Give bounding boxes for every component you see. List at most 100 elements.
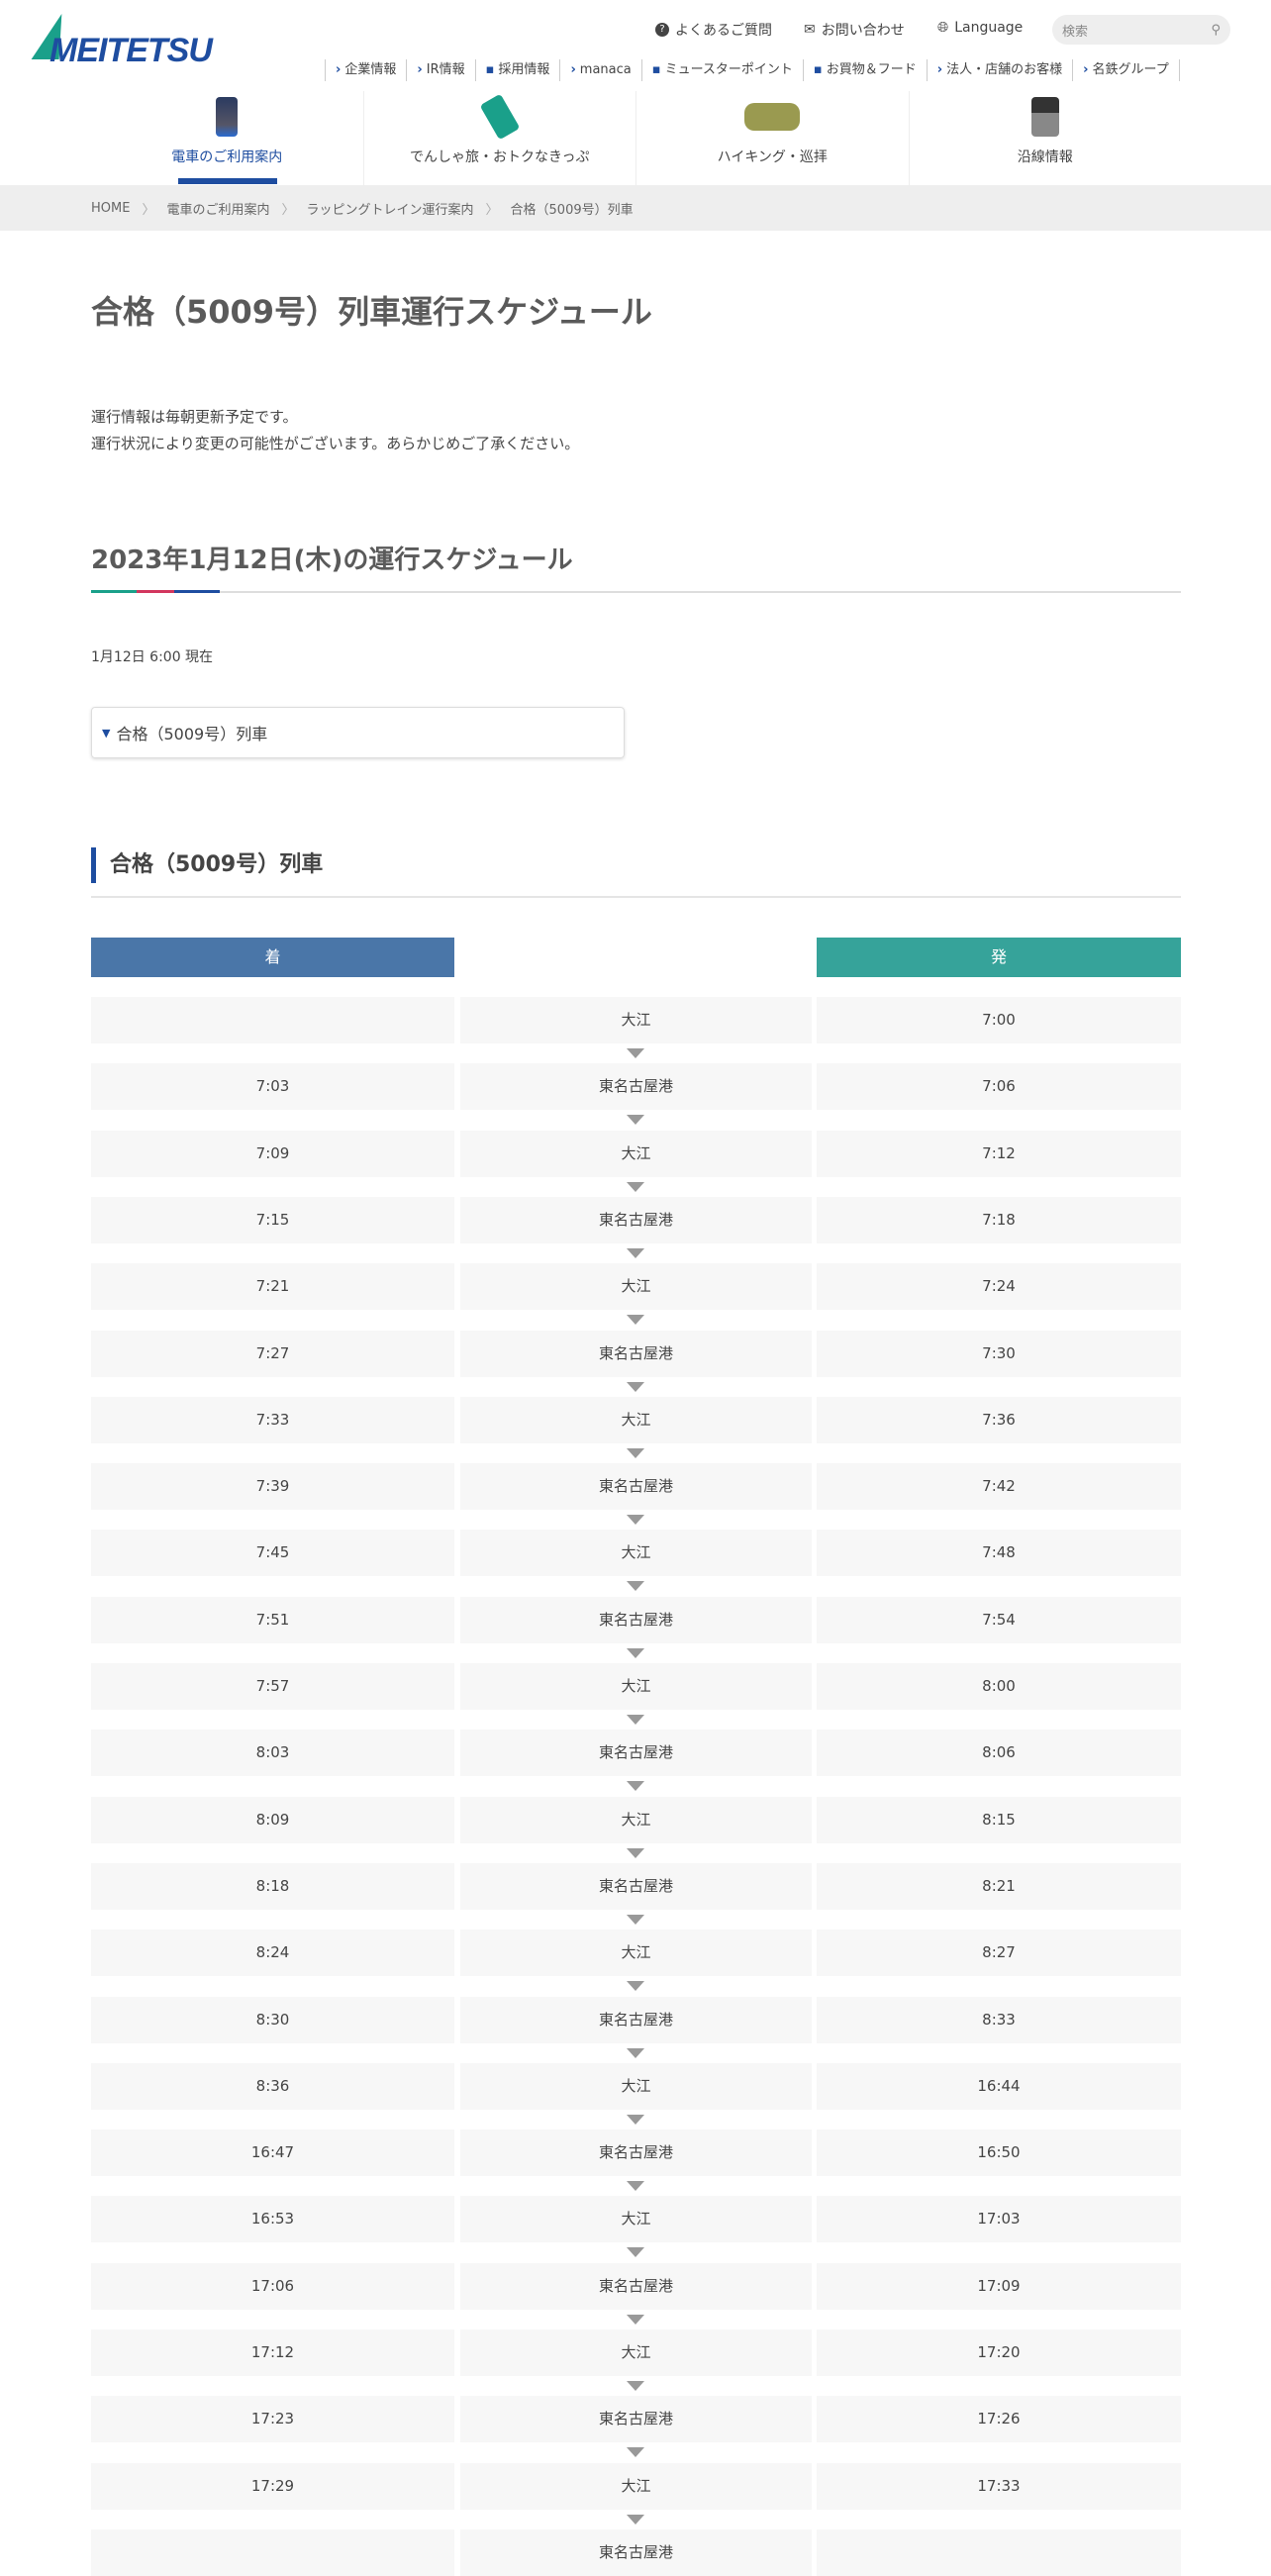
arrive-time: 7:15	[91, 1196, 454, 1243]
depart-time: 7:48	[817, 1530, 1181, 1577]
depart-time: 16:50	[817, 2130, 1181, 2177]
subnav-item[interactable]: ▪ ミュースターポイント	[640, 59, 803, 81]
depart-time: 8:00	[817, 1663, 1181, 1710]
main-nav: 電車のご利用案内 でんしゃ旅・おトクなきっぷ ハイキング・巡拝 沿線情報	[91, 91, 1181, 185]
faq-link[interactable]: ? よくあるご質問	[655, 20, 772, 40]
depart-time: 7:06	[817, 1063, 1181, 1111]
down-arrow-icon	[627, 1048, 644, 1058]
heading-divider	[91, 591, 1181, 593]
arrive-time	[91, 997, 454, 1043]
station-name: 東名古屋港	[460, 2130, 812, 2177]
chevron-right-icon: ›	[570, 62, 576, 77]
train-icon	[216, 97, 239, 137]
station-name: 東名古屋港	[460, 2262, 812, 2310]
nav-train-guide[interactable]: 電車のご利用案内	[91, 91, 364, 185]
contact-link[interactable]: ✉ お問い合わせ	[804, 22, 905, 39]
depart-time: 7:36	[817, 1396, 1181, 1443]
depart-time: 7:24	[817, 1263, 1181, 1311]
subnav-item[interactable]: › 企業情報	[325, 59, 406, 81]
search-input[interactable]: 検索 ⚲	[1052, 15, 1230, 45]
down-arrow-icon	[627, 1981, 644, 1992]
train-accordion[interactable]: ▼ 合格（5009号）列車	[91, 707, 625, 758]
station-name: 大江	[460, 1396, 812, 1443]
depart-time: 16:44	[817, 2062, 1181, 2110]
arrive-time: 8:09	[91, 1796, 454, 1843]
meitetsu-logo[interactable]: MEITETSU	[31, 14, 218, 69]
station-name: 東名古屋港	[460, 2528, 812, 2576]
depart-time: 8:06	[817, 1730, 1181, 1777]
station-name: 大江	[460, 2329, 812, 2376]
depart-time: 17:26	[817, 2396, 1181, 2443]
page-title: 合格（5009号）列車運行スケジュール	[91, 293, 652, 331]
arrive-time: 17:23	[91, 2396, 454, 2443]
station-name: 東名古屋港	[460, 2396, 812, 2443]
station-name: 東名古屋港	[460, 1463, 812, 1511]
depart-time: 7:12	[817, 1130, 1181, 1177]
chevron-right-icon: ›	[936, 62, 943, 77]
station-name: 大江	[460, 1663, 812, 1710]
arrive-time: 8:36	[91, 2062, 454, 2110]
station-name: 大江	[460, 2196, 812, 2243]
chevron-down-icon: ▼	[102, 726, 111, 740]
depart-time: 7:18	[817, 1196, 1181, 1243]
station-name: 東名古屋港	[460, 1862, 812, 1910]
arrive-time: 17:29	[91, 2462, 454, 2510]
search-icon[interactable]: ⚲	[1211, 22, 1221, 38]
station-name: 大江	[460, 1930, 812, 1977]
mail-icon: ✉	[804, 22, 816, 38]
question-icon: ?	[655, 23, 669, 37]
breadcrumb: HOME 〉 電車のご利用案内〉 ラッピングトレイン運行案内〉 合格（5009号）…	[0, 185, 1271, 231]
castle-icon	[1030, 97, 1059, 137]
arrive-time: 7:57	[91, 1663, 454, 1710]
subnav-item[interactable]: › IR情報	[406, 59, 474, 81]
station-name: 大江	[460, 1530, 812, 1577]
down-arrow-icon	[627, 2314, 644, 2325]
language-link[interactable]: 🌐︎ Language	[937, 20, 1024, 36]
down-arrow-icon	[627, 1115, 644, 1126]
as-of-timestamp: 1月12日 6:00 現在	[91, 649, 214, 665]
down-arrow-icon	[627, 1781, 644, 1792]
nav-hiking[interactable]: ハイキング・巡拝	[636, 91, 910, 185]
breadcrumb-train-guide[interactable]: 電車のご利用案内	[166, 202, 270, 218]
section-heading: 合格（5009号）列車	[91, 847, 323, 883]
station-name: 東名古屋港	[460, 1330, 812, 1377]
depart-time: 8:33	[817, 1996, 1181, 2043]
arrive-time: 8:18	[91, 1862, 454, 1910]
nav-trips-tickets[interactable]: でんしゃ旅・おトクなきっぷ	[364, 91, 636, 185]
arrive-time: 8:03	[91, 1730, 454, 1777]
subnav-item[interactable]: › manaca	[559, 59, 640, 81]
arrive-header: 着	[91, 938, 454, 977]
station-name: 大江	[460, 1796, 812, 1843]
depart-time: 7:30	[817, 1330, 1181, 1377]
nav-area-info[interactable]: 沿線情報	[910, 91, 1182, 185]
down-arrow-icon	[627, 1315, 644, 1326]
down-arrow-icon	[627, 1247, 644, 1258]
schedule-heading: 2023年1月12日(木)の運行スケジュール	[91, 545, 573, 575]
station-name: 東名古屋港	[460, 1596, 812, 1643]
chevron-right-icon: ›	[336, 62, 342, 77]
subnav-item[interactable]: › 法人・店舗のお客様	[926, 59, 1072, 81]
subnav-item[interactable]: ▪ お買物＆フード	[802, 59, 927, 81]
depart-time: 17:03	[817, 2196, 1181, 2243]
arrive-time: 16:53	[91, 2196, 454, 2243]
chevron-right-icon: 〉	[485, 202, 499, 218]
depart-header: 発	[817, 938, 1181, 977]
depart-time: 8:27	[817, 1930, 1181, 1977]
breadcrumb-current: 合格（5009号）列車	[510, 202, 634, 218]
breadcrumb-wrapping-train[interactable]: ラッピングトレイン運行案内	[306, 202, 474, 218]
subnav-item[interactable]: ▪ 採用情報	[474, 59, 560, 81]
subnav-item[interactable]: › 名鉄グループ	[1072, 59, 1180, 81]
depart-time: 17:20	[817, 2329, 1181, 2376]
down-arrow-icon	[627, 2514, 644, 2525]
down-arrow-icon	[627, 1181, 644, 1192]
down-arrow-icon	[627, 2114, 644, 2125]
globe-icon: 🌐︎	[937, 20, 949, 36]
station-name: 東名古屋港	[460, 1196, 812, 1243]
arrive-time: 7:21	[91, 1263, 454, 1311]
depart-time: 7:00	[817, 997, 1181, 1043]
breadcrumb-home[interactable]: HOME	[91, 200, 131, 216]
down-arrow-icon	[627, 2181, 644, 2192]
station-name: 大江	[460, 2062, 812, 2110]
arrive-time: 7:27	[91, 1330, 454, 1377]
arrive-time: 7:33	[91, 1396, 454, 1443]
